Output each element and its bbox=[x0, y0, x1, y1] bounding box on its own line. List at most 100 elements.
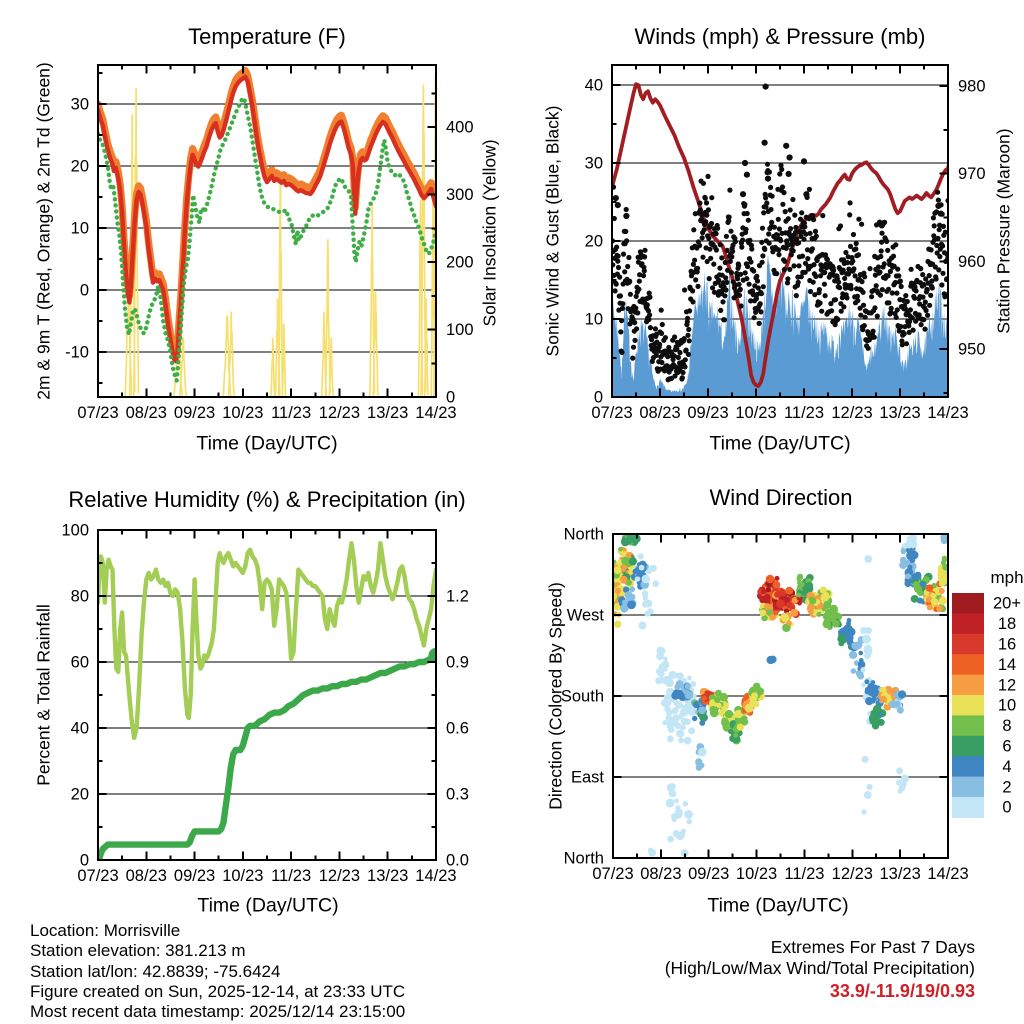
winds-pressure-axes: 07/23 08/23 09/23 10/23 11/23 12/23 13/23 14/23… bbox=[585, 64, 986, 422]
temp-left-axis-label: 2m & 9m T (Red, Orange) & 2m Td (Green) bbox=[33, 62, 54, 400]
svg-text:10/23: 10/23 bbox=[736, 865, 777, 883]
svg-text:10/23: 10/23 bbox=[222, 867, 263, 885]
solar-insolation-spike bbox=[324, 239, 331, 397]
svg-text:100: 100 bbox=[446, 321, 474, 339]
svg-text:80: 80 bbox=[71, 588, 89, 606]
svg-text:South: South bbox=[561, 688, 604, 706]
svg-text:10/23: 10/23 bbox=[735, 404, 776, 422]
extremes-values: 33.9/-11.9/19/0.93 bbox=[829, 981, 975, 1001]
svg-text:30: 30 bbox=[71, 96, 89, 114]
svg-text:11/23: 11/23 bbox=[784, 404, 824, 422]
svg-text:0: 0 bbox=[80, 852, 89, 870]
svg-text:-10: -10 bbox=[65, 344, 89, 362]
svg-text:950: 950 bbox=[958, 341, 986, 359]
rh-precip-axes: 07/23 08/23 09/23 10/23 11/23 12/23 13/23 14/23… bbox=[61, 522, 468, 886]
rh-x-axis-label: Time (Day/UTC) bbox=[197, 894, 339, 917]
solar-insolation-spike bbox=[178, 337, 188, 397]
svg-text:60: 60 bbox=[71, 654, 89, 672]
direction-left-axis-label: Direction (Colored By Speed) bbox=[545, 582, 566, 810]
svg-text:0.6: 0.6 bbox=[446, 720, 469, 738]
solar-insolation-spike bbox=[372, 291, 379, 397]
solar-right-axis-label: Solar Insolation (Yellow) bbox=[479, 139, 500, 327]
temperature-gridlines bbox=[98, 103, 436, 353]
svg-text:13/23: 13/23 bbox=[880, 865, 921, 883]
wind-direction-axes: 07/23 08/23 09/23 10/23 11/23 12/23 13/23 14/23… bbox=[561, 526, 969, 884]
svg-text:12/23: 12/23 bbox=[319, 867, 360, 885]
svg-text:0.9: 0.9 bbox=[446, 654, 469, 672]
extremes-block: Extremes For Past 7 Days (High/Low/Max W… bbox=[665, 937, 975, 1002]
svg-text:10/23: 10/23 bbox=[222, 404, 263, 422]
svg-text:13/23: 13/23 bbox=[367, 404, 408, 422]
sonic-wind-fill bbox=[612, 254, 948, 397]
svg-text:09/23: 09/23 bbox=[687, 404, 728, 422]
total-rainfall-line bbox=[98, 652, 436, 860]
svg-text:0: 0 bbox=[1002, 799, 1011, 817]
svg-text:400: 400 bbox=[446, 119, 474, 137]
svg-text:West: West bbox=[567, 607, 605, 625]
svg-text:14/23: 14/23 bbox=[927, 865, 968, 883]
svg-text:0.0: 0.0 bbox=[446, 852, 469, 870]
solar-insolation-spike bbox=[423, 298, 429, 397]
temp-x-axis-label: Time (Day/UTC) bbox=[196, 432, 338, 455]
svg-text:2: 2 bbox=[1002, 778, 1011, 796]
svg-text:10: 10 bbox=[71, 220, 89, 238]
svg-text:North: North bbox=[564, 526, 604, 544]
humidity-precip-panel-title: Relative Humidity (%) & Precipitation (i… bbox=[68, 487, 466, 512]
svg-text:200: 200 bbox=[446, 254, 474, 272]
solar-insolation-spike bbox=[281, 322, 287, 397]
rh-precip-series bbox=[98, 541, 436, 860]
figure-created-timestamp: Figure created on Sun, 2025-12-14, at 23… bbox=[30, 981, 406, 1001]
svg-text:11/23: 11/23 bbox=[784, 865, 824, 883]
station-latlon: Station lat/lon: 42.8839; -75.6424 bbox=[30, 961, 281, 981]
svg-text:09/23: 09/23 bbox=[174, 867, 215, 885]
relative-humidity-line bbox=[98, 541, 436, 741]
svg-text:0: 0 bbox=[446, 389, 455, 407]
svg-text:10: 10 bbox=[585, 311, 603, 329]
pressure-right-axis-label: Station Pressure (Maroon) bbox=[993, 128, 1014, 334]
svg-text:18: 18 bbox=[998, 615, 1016, 633]
wind-x-axis-label: Time (Day/UTC) bbox=[709, 432, 851, 455]
solar-insolation-spike bbox=[269, 337, 276, 397]
svg-text:13/23: 13/23 bbox=[367, 867, 408, 885]
svg-text:14: 14 bbox=[998, 656, 1016, 674]
temperature-axes: 07/23 08/23 09/23 10/23 11/23 12/23 13/23 14/23… bbox=[65, 64, 474, 422]
svg-text:0: 0 bbox=[594, 389, 603, 407]
station-info-block: Location: Morrisville Station elevation:… bbox=[30, 921, 405, 1022]
rainfall-start-dot bbox=[98, 855, 103, 860]
svg-text:0: 0 bbox=[80, 282, 89, 300]
svg-text:960: 960 bbox=[958, 253, 986, 271]
temperature-2m-line bbox=[98, 74, 436, 364]
svg-text:14/23: 14/23 bbox=[415, 404, 456, 422]
svg-text:40: 40 bbox=[71, 720, 89, 738]
svg-text:20+: 20+ bbox=[993, 595, 1021, 613]
dewpoint-2m-dotted-line bbox=[98, 93, 436, 382]
winddir-x-axis-label: Time (Day/UTC) bbox=[707, 894, 849, 917]
solar-insolation-spike bbox=[420, 84, 427, 397]
svg-text:8: 8 bbox=[1002, 717, 1011, 735]
rh-left-axis-label: Percent & Total Rainfall bbox=[33, 604, 54, 786]
svg-text:100: 100 bbox=[61, 522, 89, 540]
svg-text:970: 970 bbox=[958, 165, 986, 183]
svg-text:980: 980 bbox=[958, 78, 986, 96]
svg-text:11/23: 11/23 bbox=[271, 404, 311, 422]
svg-text:13/23: 13/23 bbox=[879, 404, 920, 422]
svg-text:East: East bbox=[571, 769, 604, 787]
svg-text:07/23: 07/23 bbox=[77, 404, 118, 422]
svg-text:20: 20 bbox=[71, 786, 89, 804]
svg-text:20: 20 bbox=[71, 158, 89, 176]
svg-text:12/23: 12/23 bbox=[319, 404, 360, 422]
solar-insolation-spike bbox=[277, 173, 284, 397]
extremes-subheading: (High/Low/Max Wind/Total Precipitation) bbox=[664, 958, 975, 978]
svg-text:1.2: 1.2 bbox=[446, 588, 469, 606]
svg-text:08/23: 08/23 bbox=[126, 404, 167, 422]
svg-text:0.3: 0.3 bbox=[446, 786, 469, 804]
solar-insolation-spike bbox=[227, 311, 235, 397]
svg-text:12: 12 bbox=[998, 676, 1016, 694]
solar-insolation-spike bbox=[132, 87, 140, 397]
svg-text:09/23: 09/23 bbox=[688, 865, 729, 883]
svg-text:4: 4 bbox=[1002, 758, 1011, 776]
svg-text:300: 300 bbox=[446, 186, 474, 204]
svg-text:07/23: 07/23 bbox=[591, 404, 632, 422]
